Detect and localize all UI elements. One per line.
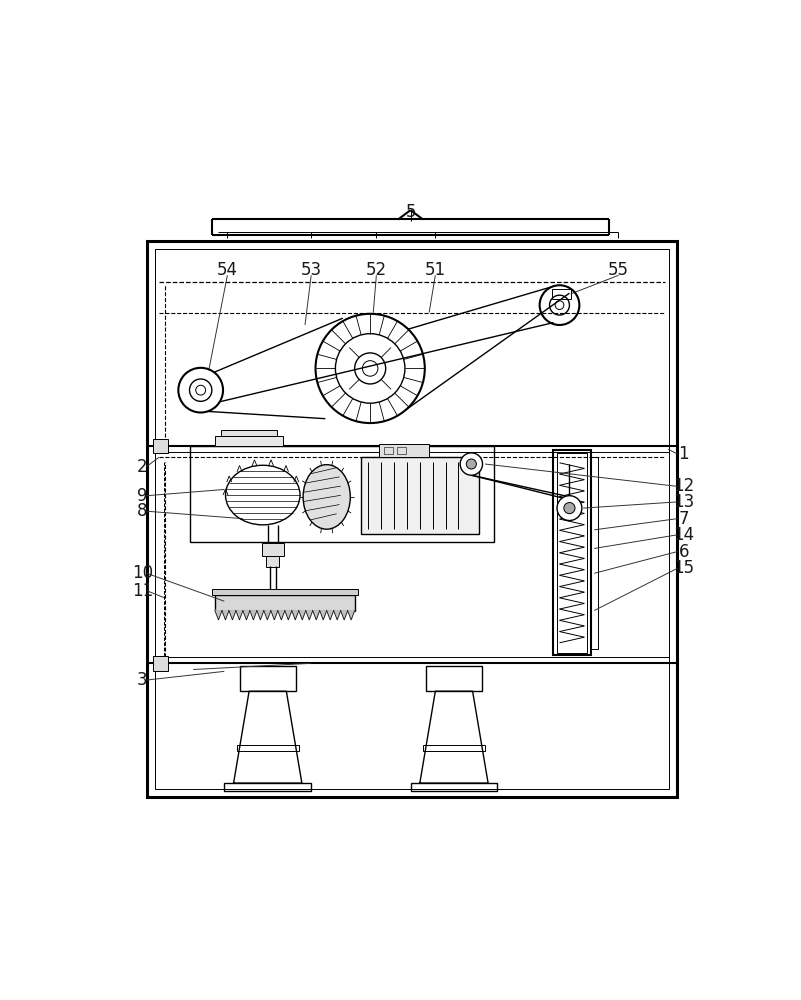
Bar [221,430,277,436]
Bar [380,444,429,457]
Circle shape [460,453,482,475]
Text: 8: 8 [137,502,147,520]
Polygon shape [306,611,312,620]
Polygon shape [222,611,229,620]
Bar [360,457,479,534]
Text: 9: 9 [137,487,147,505]
Bar [155,249,669,789]
Polygon shape [215,611,222,620]
Text: 54: 54 [217,261,238,279]
Polygon shape [340,611,348,620]
Text: 7: 7 [678,510,689,528]
Bar [426,666,482,691]
Bar [215,595,355,611]
Polygon shape [292,611,299,620]
Polygon shape [243,611,250,620]
Text: 2: 2 [137,458,147,476]
Bar [410,783,497,791]
Text: 14: 14 [673,526,694,544]
Bar [423,745,485,751]
Bar [147,241,678,797]
Bar [396,447,405,454]
Bar [153,439,168,453]
Polygon shape [327,611,334,620]
Polygon shape [229,611,236,620]
Text: 12: 12 [673,477,694,495]
Bar [590,457,598,649]
Circle shape [564,503,575,514]
Bar [553,450,590,655]
Bar [190,446,494,542]
Ellipse shape [303,465,350,529]
Circle shape [557,496,582,521]
Polygon shape [264,611,271,620]
Bar [239,666,296,691]
Polygon shape [271,611,278,620]
Polygon shape [285,611,292,620]
Polygon shape [348,611,355,620]
Text: 51: 51 [425,261,446,279]
Bar [552,289,570,299]
Text: 5: 5 [405,203,416,221]
Bar [557,453,587,653]
Bar [384,447,393,454]
Polygon shape [278,611,285,620]
Text: 1: 1 [678,445,689,463]
Text: 6: 6 [678,543,689,561]
Bar [215,436,284,446]
Text: 55: 55 [608,261,629,279]
Circle shape [466,459,477,469]
Bar [237,745,299,751]
Polygon shape [299,611,306,620]
Text: 3: 3 [137,671,147,689]
Polygon shape [257,611,264,620]
Bar [211,589,358,595]
Text: 13: 13 [673,493,694,511]
Text: 53: 53 [300,261,322,279]
Bar [153,656,168,671]
Polygon shape [320,611,327,620]
Polygon shape [312,611,320,620]
Text: 15: 15 [673,559,694,577]
Text: 52: 52 [366,261,387,279]
Polygon shape [250,611,257,620]
Text: 11: 11 [131,582,153,600]
Text: 10: 10 [132,564,153,582]
Polygon shape [236,611,243,620]
Bar [267,556,279,567]
Bar [224,783,311,791]
Bar [261,543,284,556]
Polygon shape [334,611,340,620]
